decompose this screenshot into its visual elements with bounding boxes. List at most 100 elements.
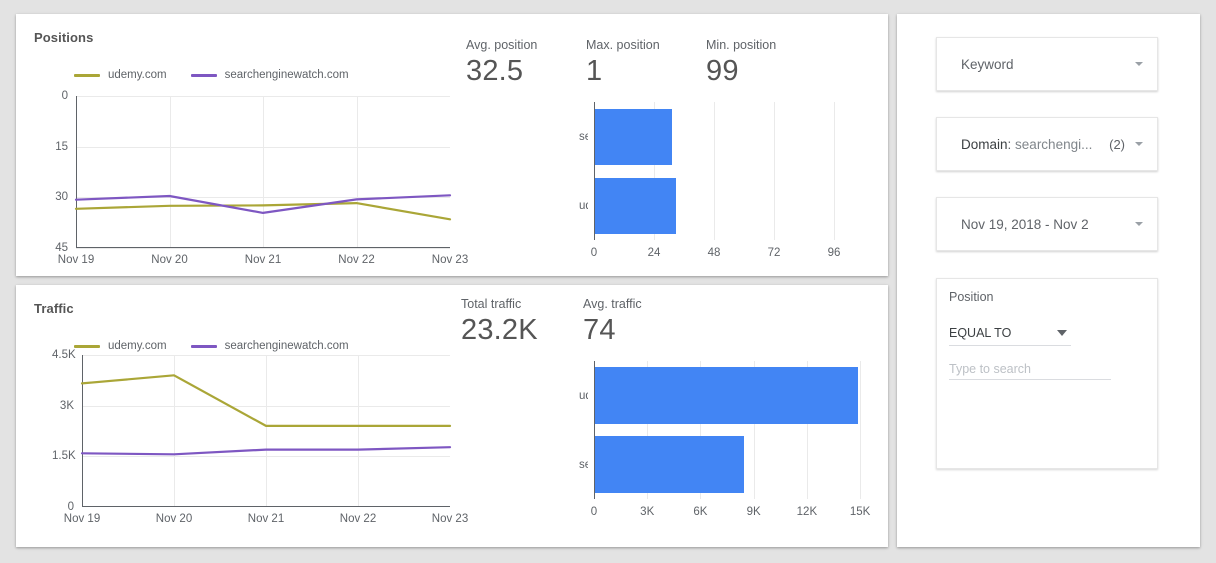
gridline [714, 102, 715, 240]
legend-entry[interactable]: udemy.com [74, 340, 167, 352]
series-lines [80, 374, 452, 456]
domain-filter-chip[interactable]: Domain: searchengi... (2) [936, 117, 1158, 171]
x-axis [76, 247, 450, 248]
bar[interactable] [595, 108, 672, 165]
legend-swatch-icon [74, 73, 100, 77]
domain-chip-count: (2) [1109, 136, 1125, 152]
legend-entry[interactable]: udemy.com [74, 69, 167, 81]
gridline [358, 355, 359, 507]
traffic-legend: udemy.com searchenginewatch.com [74, 340, 373, 352]
gridline [654, 102, 655, 240]
domain-chip-separator: : [1007, 136, 1016, 152]
x-axis-tick-label: 72 [767, 247, 781, 259]
metric-avg-traffic-value: 74 [583, 314, 616, 346]
y-axis-tick-label: 15 [55, 140, 68, 153]
traffic-card: Traffic udemy.com searchenginewatch.com 0… [16, 285, 888, 547]
x-axis-tick-label: Nov 21 [244, 254, 282, 266]
y-axis [76, 96, 77, 248]
domain-chip-value: searchengi... [1015, 136, 1093, 152]
x-axis-tick-label: 96 [827, 247, 841, 259]
position-operator-select[interactable]: EQUAL TO [949, 321, 1071, 346]
legend-entry[interactable]: searchenginewatch.com [190, 340, 349, 352]
x-axis-tick-label: 15K [849, 506, 871, 518]
metric-avg-traffic: Avg. traffic 74 [583, 297, 642, 345]
metric-min-position-label: Min. position [706, 38, 777, 52]
x-axis-tick-label: Nov 23 [431, 254, 469, 266]
domain-chip-label: Domain: searchengi... [961, 137, 1109, 152]
x-axis-tick-label: Nov 21 [247, 513, 285, 525]
positions-legend: udemy.com searchenginewatch.com [74, 69, 373, 81]
metric-max-position-value: 1 [586, 55, 603, 87]
legend-swatch-icon [190, 344, 217, 348]
y-axis [594, 102, 595, 240]
x-axis-tick-label: 0 [590, 506, 598, 518]
positions-bar-chart: 0 24 48 72 96 searchenginewatch.... udemy.com [579, 102, 869, 259]
traffic-card-title: Traffic [34, 301, 74, 316]
metric-avg-position: Avg. position 32.5 [466, 38, 537, 86]
gridline [357, 96, 358, 248]
traffic-bar-chart: 0 3K 6K 9K 12K 15K udemy.com searchenginewatch.… [579, 361, 871, 518]
chevron-down-icon [1135, 62, 1143, 66]
x-axis-tick-label: 12K [796, 506, 818, 518]
y-axis-tick-label: 3K [59, 399, 74, 412]
x-axis-tick-label: 0 [590, 247, 598, 259]
date-chip-label: Nov 19, 2018 - Nov 2 [961, 216, 1089, 232]
bar-category-label: udemy.com [579, 199, 588, 212]
metric-total-traffic: Total traffic 23.2K [461, 297, 538, 345]
gridline [174, 355, 175, 507]
position-filter-box: Position EQUAL TO Type to search [936, 278, 1158, 469]
gridline [647, 361, 648, 499]
series-line [74, 201, 452, 221]
y-axis-tick-label: 0 [61, 90, 68, 102]
position-search-placeholder: Type to search [949, 362, 1031, 376]
legend-swatch-icon [74, 344, 100, 348]
gridline [807, 361, 808, 499]
date-range-filter-chip[interactable]: Nov 19, 2018 - Nov 2 [936, 197, 1158, 251]
legend-entry[interactable]: searchenginewatch.com [190, 69, 349, 81]
legend-label: udemy.com [108, 340, 167, 352]
bar[interactable] [595, 367, 858, 424]
keyword-filter-chip[interactable]: Keyword [936, 37, 1158, 91]
metric-max-position: Max. position 1 [586, 38, 660, 86]
metric-min-position-value: 99 [706, 55, 739, 87]
position-operator-label: EQUAL TO [949, 326, 1012, 340]
y-axis [594, 361, 595, 499]
x-axis-tick-label: 9K [746, 506, 761, 518]
bar[interactable] [595, 436, 744, 493]
gridline [76, 248, 450, 249]
position-search-input[interactable]: Type to search [949, 355, 1111, 380]
plot-area [80, 355, 452, 507]
y-axis-tick-label: 1.5K [52, 450, 76, 463]
gridline [774, 102, 775, 240]
bar[interactable] [595, 177, 676, 234]
plot-area [74, 96, 452, 249]
legend-label: searchenginewatch.com [224, 69, 349, 81]
positions-line-chart: 0 15 30 45 Nov 19 Nov 20 Nov 21 Nov 22 Nov 23 [50, 90, 468, 271]
x-axis-tick-label: 24 [647, 247, 661, 259]
x-axis-tick-label: Nov 19 [63, 513, 101, 525]
x-axis-tick-label: Nov 22 [339, 513, 377, 525]
x-axis-tick-label: Nov 22 [338, 254, 375, 266]
metric-avg-position-value: 32.5 [466, 55, 524, 87]
x-axis-tick-label: Nov 19 [57, 254, 95, 266]
chevron-down-icon [1057, 330, 1067, 336]
metric-min-position: Min. position 99 [706, 38, 776, 86]
x-axis-tick-label: 3K [640, 506, 655, 518]
gridline [170, 96, 171, 248]
gridline [754, 361, 755, 499]
metric-max-position-label: Max. position [586, 38, 660, 52]
x-axis [82, 506, 450, 507]
series-line [74, 194, 452, 215]
positions-card-title: Positions [34, 30, 94, 45]
gridline [700, 361, 701, 499]
bar-category-label: searchenginewatch.... [579, 458, 588, 471]
legend-label: udemy.com [108, 69, 167, 81]
metric-total-traffic-label: Total traffic [461, 297, 522, 311]
series-lines [74, 194, 452, 221]
metric-avg-traffic-label: Avg. traffic [583, 297, 642, 311]
metric-avg-position-label: Avg. position [466, 38, 538, 52]
chevron-down-icon [1135, 142, 1143, 146]
filter-panel: Keyword Domain: searchengi... (2) Nov 19… [897, 14, 1200, 547]
x-axis-tick-label: 6K [693, 506, 708, 518]
